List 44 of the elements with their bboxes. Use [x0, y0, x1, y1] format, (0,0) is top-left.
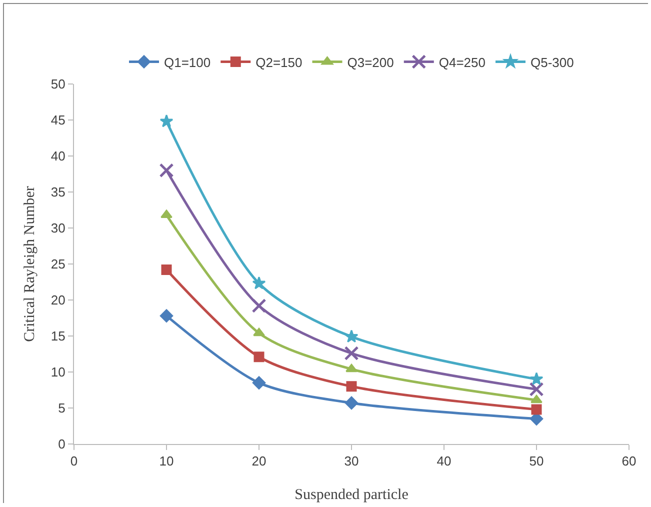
y-axis-title: Critical Rayleigh Number [22, 186, 38, 342]
point [531, 404, 542, 415]
y-tick-label: 40 [50, 148, 66, 164]
point [344, 346, 359, 361]
point [344, 330, 358, 343]
point [529, 382, 544, 397]
y-tick-label: 10 [50, 364, 66, 380]
legend-label: Q3=200 [347, 54, 394, 70]
point [530, 394, 542, 404]
x-tick-label: 20 [252, 454, 266, 469]
x-tick-label: 30 [344, 454, 359, 469]
point [346, 364, 358, 372]
point [252, 298, 266, 314]
point [160, 114, 174, 128]
point [159, 163, 174, 178]
x-axis-title: Suspended particle [294, 487, 409, 503]
x-tick-label: 10 [159, 454, 174, 469]
point [160, 210, 172, 218]
point [161, 264, 172, 276]
y-tick-label: 0 [58, 436, 66, 452]
point [346, 381, 357, 392]
y-tick-label: 20 [50, 292, 66, 308]
y-tick-label: 15 [50, 328, 66, 344]
point [530, 372, 544, 386]
x-tick-label: 60 [622, 454, 636, 469]
point [160, 309, 174, 322]
point [252, 376, 266, 390]
point [253, 328, 265, 336]
point [344, 396, 358, 410]
y-tick-label: 50 [50, 76, 66, 92]
legend-label: Q4=250 [438, 54, 486, 70]
legend-label: Q1=100 [164, 54, 211, 70]
y-tick-label: 45 [50, 112, 66, 128]
y-tick-label: 25 [50, 256, 66, 272]
point [252, 276, 266, 290]
point [254, 352, 264, 362]
y-tick-label: 30 [50, 220, 66, 236]
y-tick-label: 5 [58, 400, 66, 416]
legend-label: Q2=150 [256, 54, 302, 70]
x-tick-label: 50 [529, 454, 544, 469]
legend-label: Q5-300 [530, 54, 574, 70]
y-tick-label: 35 [50, 184, 66, 200]
x-tick-label: 0 [70, 454, 78, 469]
x-tick-label: 40 [436, 454, 452, 469]
